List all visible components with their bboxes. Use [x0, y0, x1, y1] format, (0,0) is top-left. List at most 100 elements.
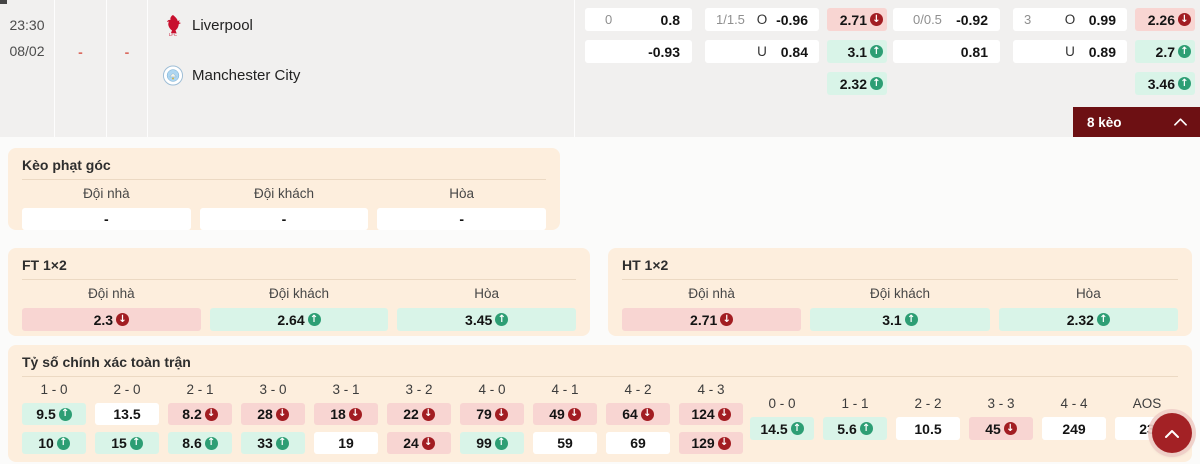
ht-draw-odds[interactable]: 2.32 ↑ — [998, 308, 1178, 331]
odds-value: 45 — [985, 420, 1001, 437]
score-odds[interactable]: 45 ↓ — [969, 417, 1033, 440]
score-odds-top[interactable]: 49 ↓ — [533, 403, 597, 425]
ht-home-odds[interactable]: 2.71 ↓ — [622, 308, 802, 331]
odds-value: 10.5 — [914, 420, 942, 437]
under-cell[interactable]: U 0.89 — [1013, 40, 1127, 63]
over-cell[interactable]: 1/1.5 O -0.96 — [705, 8, 819, 31]
score-odds-top[interactable]: 9.5 ↑ — [22, 403, 86, 425]
score-odds-top[interactable]: 18 ↓ — [314, 403, 378, 425]
trend-up-icon: ↑ — [494, 436, 508, 450]
handicap-away-cell[interactable]: -0.93 — [585, 40, 692, 63]
score-odds-bottom[interactable]: 129 ↓ — [679, 432, 743, 454]
odds-value: 79 — [476, 406, 492, 422]
scroll-top-button[interactable] — [1152, 413, 1192, 453]
chevron-up-icon — [1165, 429, 1179, 438]
1x2-home-odds[interactable]: 2.71 ↓ — [827, 8, 887, 31]
handicap-home-cell[interactable]: 0 0.8 — [585, 8, 692, 31]
odds-value: 15 — [111, 435, 127, 451]
score-label: 1 - 1 — [841, 396, 869, 411]
ft-home-odds[interactable]: 2.3 ↓ — [22, 308, 201, 331]
trend-up-icon: ↑ — [1096, 313, 1110, 326]
ft-1x2-panel: FT 1×2 Đội nhà Đội khách Hòa 2.3 ↓ 2.64 ↑ … — [8, 248, 590, 336]
1x2-draw-odds[interactable]: 3.46 ↑ — [1135, 72, 1195, 95]
score-odds-top[interactable]: 64 ↓ — [606, 403, 670, 425]
score-odds-bottom[interactable]: 99 ↑ — [460, 432, 524, 454]
score-odds[interactable]: 10.5 — [896, 417, 960, 440]
score-odds[interactable]: 5.6 ↑ — [823, 417, 887, 440]
odds-value: 2.32 — [839, 75, 867, 92]
score-odds-bottom[interactable]: 33 ↑ — [241, 432, 305, 454]
handicap-away-odds: -0.93 — [648, 43, 680, 60]
score-odds-bottom[interactable]: 24 ↓ — [387, 432, 451, 454]
odds-value: 3.1 — [882, 311, 902, 328]
score-odds-top[interactable]: 8.2 ↓ — [168, 403, 232, 425]
ht-away-odds[interactable]: 3.1 ↑ — [810, 308, 990, 331]
1x2-column-1: 2.71 ↓ 3.1 ↑ 2.32 ↑ — [827, 8, 887, 95]
odds-value: - — [104, 211, 109, 227]
odds-value: 59 — [557, 435, 573, 451]
score-odds-top[interactable]: 124 ↓ — [679, 403, 743, 425]
odds-value: 2.71 — [839, 11, 867, 28]
score-odds-top[interactable]: 28 ↓ — [241, 403, 305, 425]
score-odds-bottom[interactable]: 19 — [314, 432, 378, 454]
score-dash-2: - — [124, 44, 130, 60]
score-odds-bottom[interactable]: 10 ↑ — [22, 432, 86, 454]
score-odds-top[interactable]: 79 ↓ — [460, 403, 524, 425]
panel-title: FT 1×2 — [22, 257, 576, 280]
score-odds-bottom[interactable]: 8.6 ↑ — [168, 432, 232, 454]
liverpool-logo-icon: LFC — [163, 14, 183, 36]
odds-value: 2.64 — [277, 311, 305, 328]
odds-value: 2.7 — [1155, 43, 1175, 60]
handicap-away-cell[interactable]: 0.81 — [893, 40, 1000, 63]
score-column: 4 - 1 49 ↓ 59 — [533, 380, 597, 454]
score-odds-bottom[interactable]: 59 — [533, 432, 597, 454]
score-column: 4 - 3 124 ↓ 129 ↓ — [679, 380, 743, 454]
score-odds-bottom[interactable]: 69 — [606, 432, 670, 454]
teams[interactable]: LFC Liverpool Manchester City — [148, 0, 575, 137]
odds-value: 28 — [257, 406, 273, 422]
under-cell[interactable]: U 0.84 — [705, 40, 819, 63]
trend-up-icon: ↑ — [275, 436, 289, 450]
ft-draw-odds[interactable]: 3.45 ↑ — [397, 308, 577, 331]
1x2-home-odds[interactable]: 2.26 ↓ — [1135, 8, 1195, 31]
odds-count-toggle[interactable]: 8 kèo — [1073, 107, 1200, 137]
trend-up-icon: ↑ — [129, 436, 143, 450]
trend-down-icon: ↓ — [1178, 13, 1191, 26]
match-date: 08/02 — [9, 43, 45, 59]
ht-1x2-panel: HT 1×2 Đội nhà Đội khách Hòa 2.71 ↓ 3.1 ↑ … — [608, 248, 1192, 336]
trend-down-icon: ↓ — [494, 407, 508, 421]
ft-away-odds[interactable]: 2.64 ↑ — [209, 308, 389, 331]
odds-value: 10 — [38, 435, 54, 451]
odds-value: 24 — [403, 435, 419, 451]
odds-value: 64 — [622, 406, 638, 422]
header-home: Đội nhà — [83, 186, 130, 201]
away-team-name: Manchester City — [192, 66, 301, 84]
trend-up-icon: ↑ — [1178, 45, 1191, 58]
team-headers: Đội nhà Đội khách Hòa — [622, 284, 1178, 303]
corner-home-odds: - — [22, 208, 191, 230]
1x2-away-odds[interactable]: 3.1 ↑ — [827, 40, 887, 63]
1x2-away-odds[interactable]: 2.7 ↑ — [1135, 40, 1195, 63]
match-time-column: 23:30 08/02 — [0, 0, 55, 137]
score-odds-top[interactable]: 13.5 — [95, 403, 159, 425]
score-odds-bottom[interactable]: 15 ↑ — [95, 432, 159, 454]
over-cell[interactable]: 3 O 0.99 — [1013, 8, 1127, 31]
score-label: 2 - 2 — [914, 396, 942, 411]
score-label: 0 - 0 — [768, 396, 796, 411]
odds-value: 49 — [549, 406, 565, 422]
odds-value: 69 — [630, 435, 646, 451]
score-label: 3 - 2 — [405, 382, 433, 397]
handicap-home-cell[interactable]: 0/0.5 -0.92 — [893, 8, 1000, 31]
score-columns-main: 1 - 0 9.5 ↑ 10 ↑ 2 - 0 13.5 15 ↑ 2 - 1 8.2 ↓… — [22, 380, 743, 454]
over-label: O — [1064, 12, 1076, 27]
score-odds[interactable]: 249 — [1042, 417, 1106, 440]
1x2-draw-odds[interactable]: 2.32 ↑ — [827, 72, 887, 95]
correct-score-grid: 1 - 0 9.5 ↑ 10 ↑ 2 - 0 13.5 15 ↑ 2 - 1 8.2 ↓… — [22, 380, 1179, 454]
score-odds-top[interactable]: 22 ↓ — [387, 403, 451, 425]
ht-odds-cells: 2.71 ↓ 3.1 ↑ 2.32 ↑ — [622, 308, 1178, 331]
trend-up-icon: ↑ — [307, 313, 321, 326]
score-odds[interactable]: 14.5 ↑ — [750, 417, 814, 440]
total-line-label: 3 — [1024, 12, 1032, 27]
trend-down-icon: ↓ — [870, 13, 883, 26]
svg-text:LFC: LFC — [169, 32, 177, 36]
